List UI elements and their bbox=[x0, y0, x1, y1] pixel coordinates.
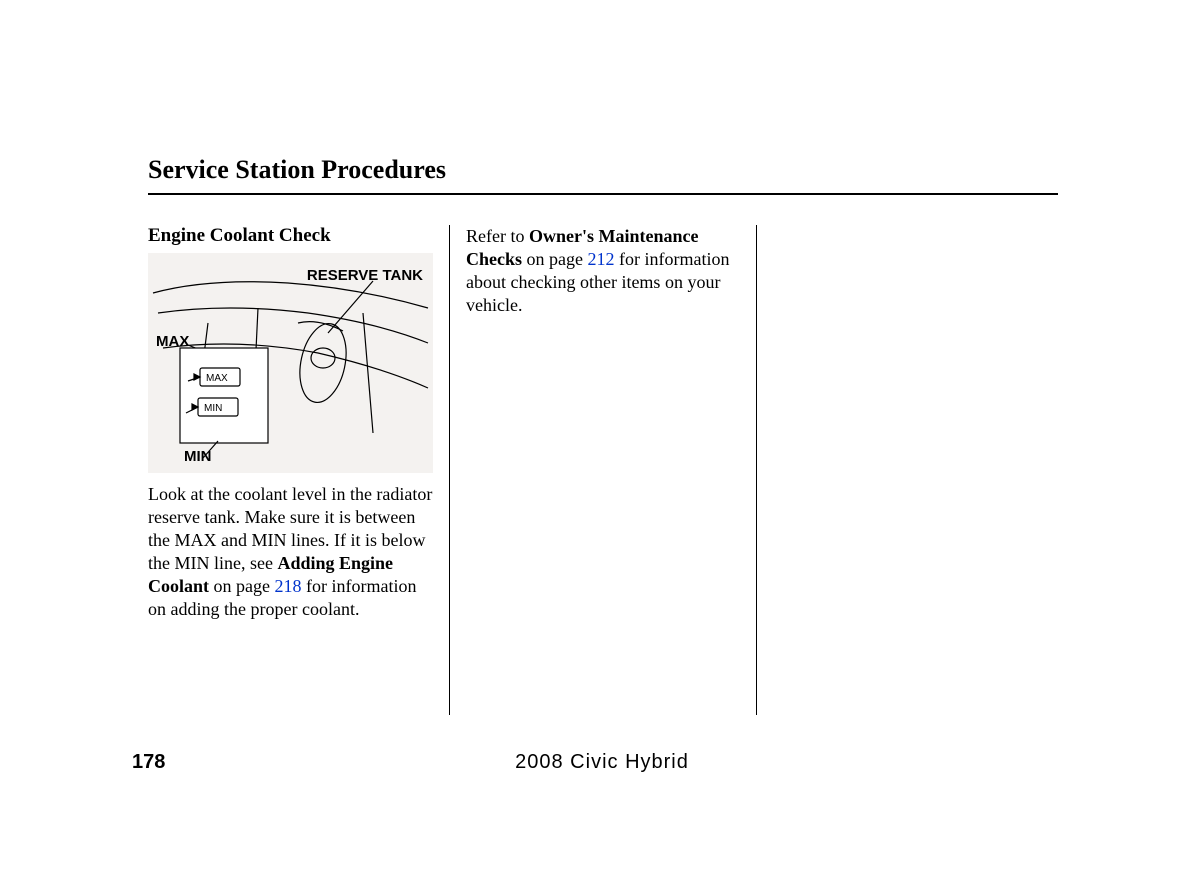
inset-min-label: MIN bbox=[204, 403, 222, 414]
engine-illustration-icon: MAX MIN bbox=[148, 253, 433, 473]
min-label: MIN bbox=[184, 448, 212, 465]
page-link-212[interactable]: 212 bbox=[588, 249, 615, 269]
coolant-paragraph: Look at the coolant level in the radiato… bbox=[148, 483, 433, 621]
page-link-218[interactable]: 218 bbox=[275, 576, 302, 596]
inset-max-label: MAX bbox=[206, 373, 228, 384]
content-columns: Engine Coolant Check bbox=[148, 225, 1058, 715]
manual-page: Service Station Procedures Engine Coolan… bbox=[148, 155, 1058, 715]
column-1: Engine Coolant Check bbox=[148, 225, 449, 715]
coolant-diagram: MAX MIN RESERVE TANK MAX MIN bbox=[148, 253, 433, 473]
reserve-tank-label: RESERVE TANK bbox=[307, 267, 423, 284]
column-2: Refer to Owner's Maintenance Checks on p… bbox=[449, 225, 757, 715]
column-3 bbox=[757, 225, 1059, 715]
page-number: 178 bbox=[132, 751, 165, 774]
max-label: MAX bbox=[156, 333, 189, 350]
page-title: Service Station Procedures bbox=[148, 155, 1058, 195]
footer-doc-title: 2008 Civic Hybrid bbox=[515, 751, 689, 774]
section-subheading: Engine Coolant Check bbox=[148, 225, 433, 247]
text-run: on page bbox=[522, 249, 587, 269]
text-run: Refer to bbox=[466, 226, 529, 246]
refer-paragraph: Refer to Owner's Maintenance Checks on p… bbox=[466, 225, 740, 317]
page-footer: 178 2008 Civic Hybrid bbox=[132, 751, 1072, 774]
text-run: on page bbox=[209, 576, 274, 596]
